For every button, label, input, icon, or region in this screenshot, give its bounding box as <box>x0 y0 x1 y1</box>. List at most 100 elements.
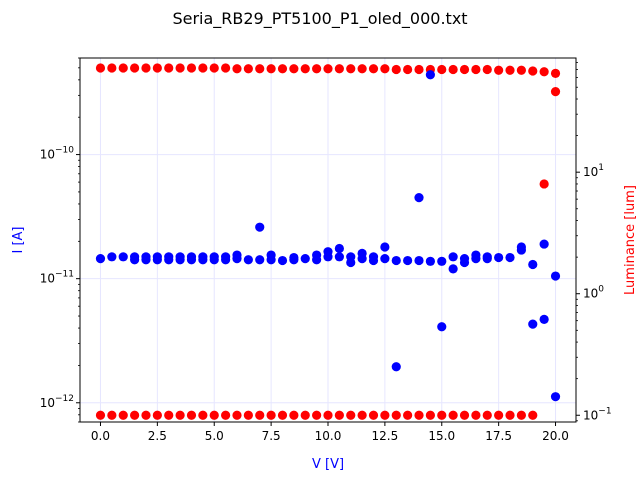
current-point <box>425 70 435 80</box>
current-point <box>152 255 162 265</box>
luminance-point <box>255 410 265 420</box>
luminance-point <box>232 64 242 74</box>
luminance-point <box>528 410 538 420</box>
y-left-tick-label: 10−12 <box>40 394 74 410</box>
y-right-tick-label: 100 <box>583 285 604 301</box>
luminance-point <box>118 410 128 420</box>
luminance-point <box>368 410 379 420</box>
luminance-point <box>312 64 322 74</box>
luminance-point <box>107 410 117 420</box>
luminance-point <box>95 63 106 73</box>
luminance-point <box>209 410 219 420</box>
current-point <box>312 255 322 265</box>
luminance-point <box>391 410 401 420</box>
luminance-point <box>448 64 458 75</box>
x-axis-label: V [V] <box>312 457 344 472</box>
current-point <box>539 239 549 249</box>
luminance-point <box>266 64 276 74</box>
luminance-point <box>494 410 504 420</box>
luminance-point <box>141 410 151 420</box>
current-point <box>482 254 492 264</box>
current-point <box>118 252 128 262</box>
current-point <box>209 255 219 265</box>
luminance-point <box>550 68 561 78</box>
current-point <box>539 314 549 324</box>
luminance-point <box>300 410 310 420</box>
x-tick-label: 17.5 <box>485 429 512 443</box>
luminance-point <box>334 410 344 420</box>
luminance-point <box>334 64 344 74</box>
luminance-point <box>312 410 322 420</box>
current-point <box>221 255 231 265</box>
luminance-point <box>95 410 106 420</box>
luminance-point <box>516 65 526 75</box>
current-point <box>300 254 310 264</box>
luminance-point <box>232 410 242 420</box>
y-right-tick-label: 101 <box>583 163 604 179</box>
x-tick-label: 15.0 <box>428 429 455 443</box>
luminance-point <box>175 410 185 420</box>
luminance-point <box>277 64 288 74</box>
current-point <box>130 255 140 265</box>
current-point <box>255 222 265 232</box>
current-point <box>528 319 538 329</box>
luminance-point <box>164 63 174 73</box>
luminance-point <box>471 410 481 420</box>
current-point <box>494 252 504 263</box>
current-point <box>141 255 151 265</box>
current-point <box>437 256 447 266</box>
current-point <box>516 245 526 255</box>
luminance-point <box>505 410 515 420</box>
luminance-point <box>482 64 492 75</box>
luminance-point <box>346 64 356 74</box>
current-point <box>243 255 253 265</box>
y-axis-right: 101 100 10−1 <box>576 62 612 422</box>
luminance-point <box>516 410 526 420</box>
current-point <box>323 252 333 262</box>
x-tick-label: 5.0 <box>205 429 224 443</box>
luminance-point <box>323 410 333 420</box>
luminance-point <box>391 64 401 75</box>
x-tick-label: 7.5 <box>262 429 281 443</box>
luminance-point <box>198 63 208 73</box>
luminance-point <box>357 64 367 74</box>
luminance-point <box>403 64 413 75</box>
grid-layer <box>80 58 576 422</box>
current-point <box>289 255 299 265</box>
y-axis-left-label: I [A] <box>11 226 26 253</box>
luminance-point <box>107 63 117 73</box>
luminance-point <box>198 410 208 420</box>
luminance-point <box>152 63 162 73</box>
luminance-point <box>289 410 299 420</box>
current-point <box>448 252 458 262</box>
current-point <box>459 257 470 268</box>
luminance-point <box>289 64 299 74</box>
current-series <box>95 70 561 402</box>
x-tick-label: 12.5 <box>372 429 399 443</box>
luminance-point <box>528 66 538 76</box>
current-point <box>266 255 276 265</box>
luminance-point <box>380 64 390 74</box>
luminance-point <box>550 87 561 97</box>
luminance-point <box>539 179 549 189</box>
luminance-point <box>243 64 253 74</box>
luminance-point <box>414 64 424 75</box>
luminance-point <box>471 64 481 75</box>
y-axis-right-label: Luminance [lum] <box>623 185 638 295</box>
luminance-point <box>277 410 288 420</box>
luminance-point <box>459 64 470 75</box>
current-point <box>380 254 390 264</box>
luminance-point <box>380 410 390 420</box>
current-point <box>334 243 344 254</box>
luminance-point <box>130 63 140 73</box>
current-point <box>186 255 197 265</box>
luminance-point <box>494 65 504 75</box>
luminance-point <box>118 63 128 73</box>
luminance-point <box>141 63 151 73</box>
x-tick-label: 10.0 <box>315 429 342 443</box>
y-axis-left: 10−10 10−11 10−12 <box>40 57 80 423</box>
current-point <box>380 242 390 252</box>
current-point <box>448 264 458 274</box>
luminance-point <box>448 410 458 420</box>
